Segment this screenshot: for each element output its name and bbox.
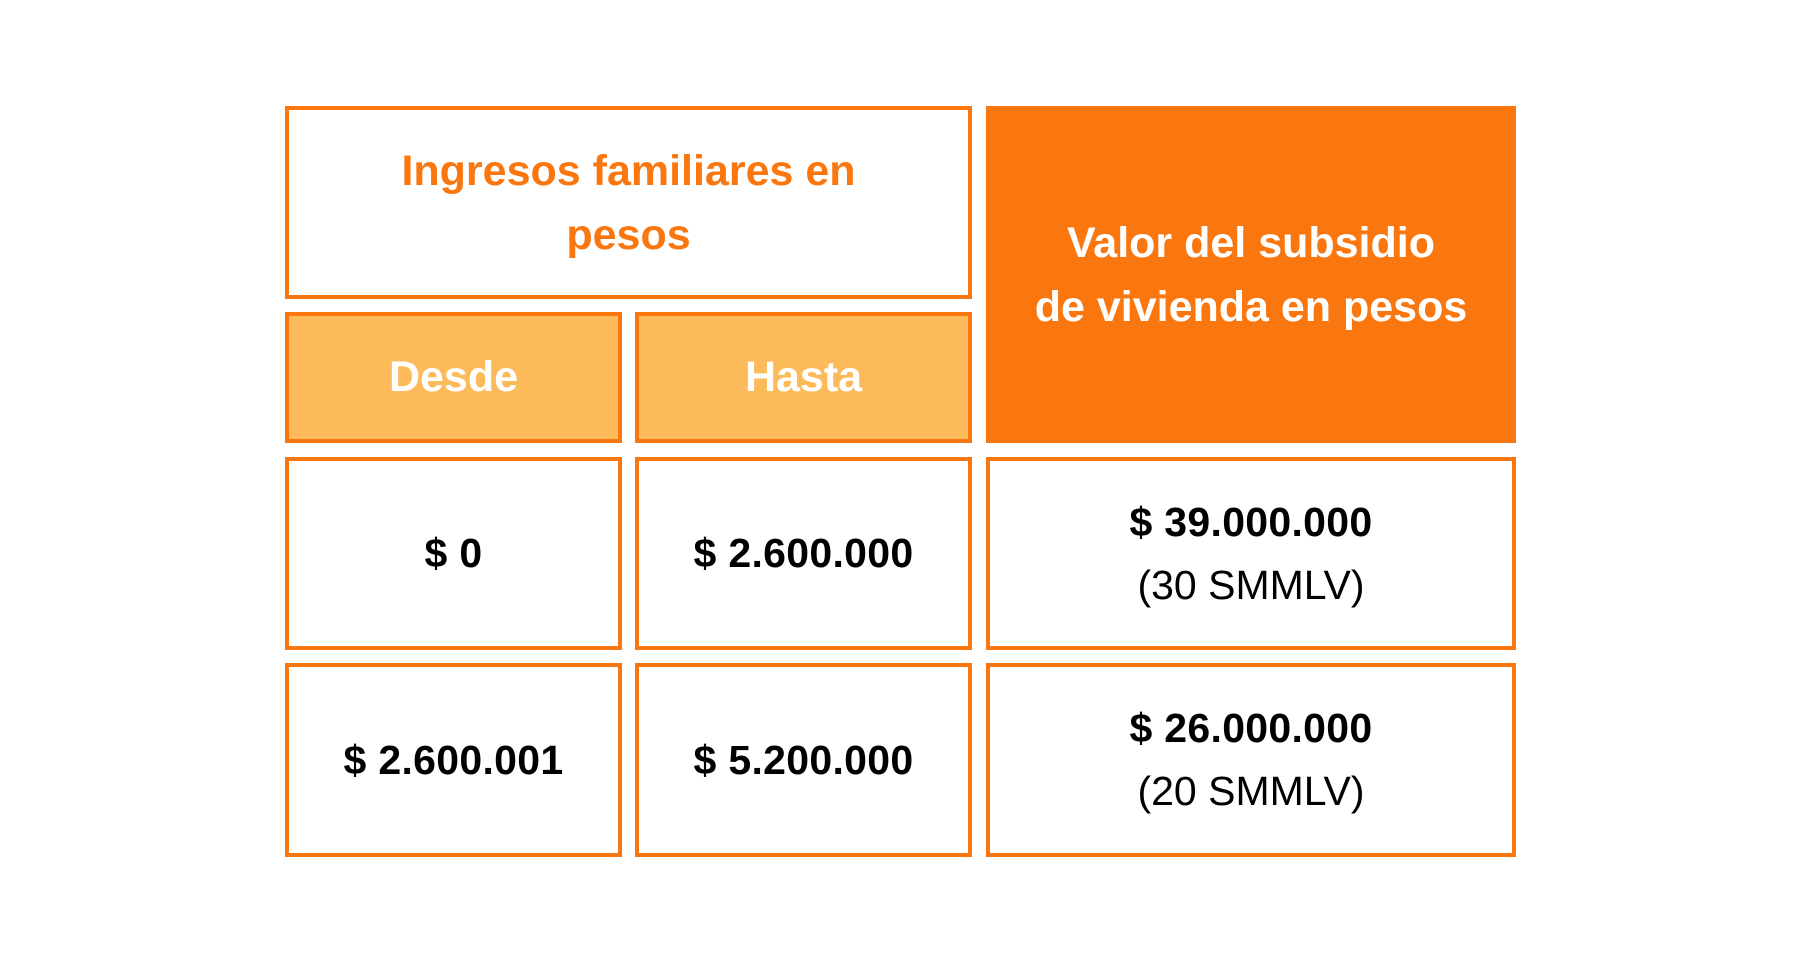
table-row-2-to: $ 5.200.000 <box>635 663 972 857</box>
table-row-2-from: $ 2.600.001 <box>285 663 622 857</box>
subsidy-smmlv: (20 SMMLV) <box>1137 768 1365 814</box>
income-header-cell: Ingresos familiares en pesos <box>285 106 972 299</box>
from-value: $ 0 <box>424 530 483 576</box>
to-header-label: Hasta <box>744 353 863 401</box>
table-row-1-from: $ 0 <box>285 457 622 650</box>
subsidy-smmlv: (30 SMMLV) <box>1137 561 1365 608</box>
income-header-title: Ingresos familiares en pesos <box>401 146 856 259</box>
to-value: $ 2.600.000 <box>693 530 914 576</box>
subsidy-amount: $ 39.000.000 <box>1129 498 1373 545</box>
to-header-cell: Hasta <box>635 312 972 443</box>
from-header-label: Desde <box>388 353 519 401</box>
subsidy-header-cell: Valor del subsidio de vivienda en pesos <box>986 106 1516 443</box>
to-value: $ 5.200.000 <box>693 736 914 783</box>
table-row-1-to: $ 2.600.000 <box>635 457 972 650</box>
subsidy-header-line2: de vivienda en pesos <box>1034 282 1468 331</box>
subsidy-amount: $ 26.000.000 <box>1129 705 1373 751</box>
from-value: $ 2.600.001 <box>343 736 564 783</box>
from-header-cell: Desde <box>285 312 622 443</box>
subsidy-header-line1: Valor del subsidio <box>1067 218 1435 267</box>
table-row-1-subsidy: $ 39.000.000 (30 SMMLV) <box>986 457 1516 650</box>
table-row-2-subsidy: $ 26.000.000 (20 SMMLV) <box>986 663 1516 857</box>
